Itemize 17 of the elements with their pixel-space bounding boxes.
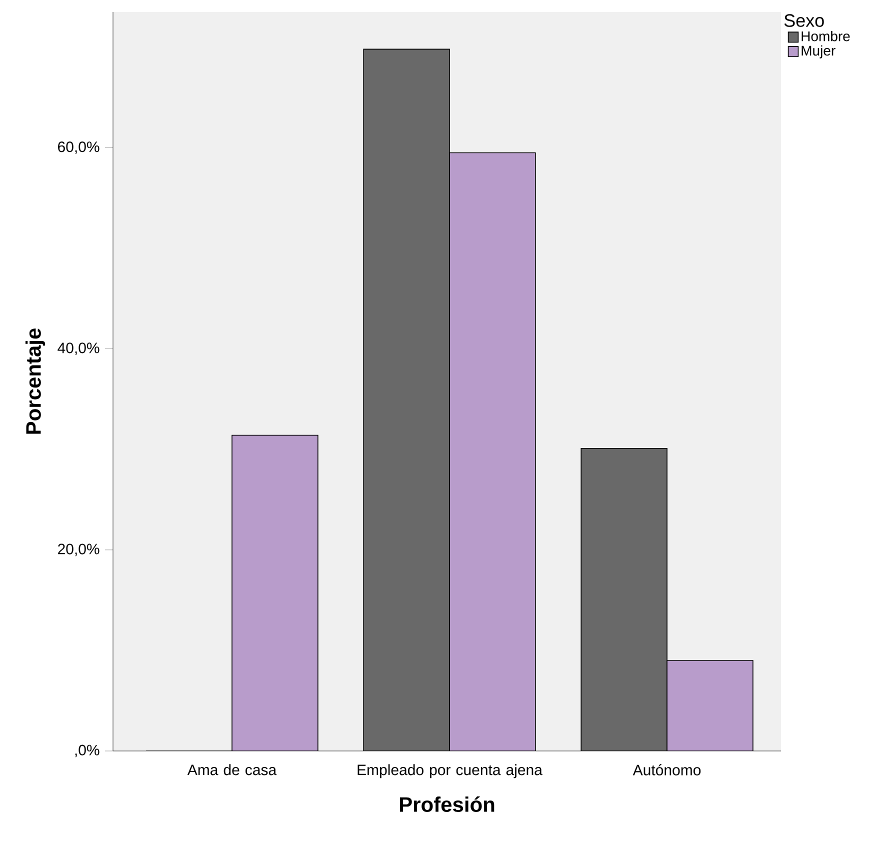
x-tick-label: Empleado por cuenta ajena bbox=[358, 764, 542, 778]
x-tick-label: Autónomo bbox=[632, 764, 701, 776]
y-tick-label: 20,0% bbox=[58, 544, 100, 556]
y-tick-label: 60,0% bbox=[58, 142, 100, 154]
x-axis-title: Profesión bbox=[400, 796, 494, 812]
y-tick-label: ,0% bbox=[75, 744, 100, 758]
y-axis-title: Porcentaje bbox=[26, 328, 46, 434]
bar bbox=[232, 434, 318, 751]
x-tick-label: Ama de casa bbox=[187, 764, 277, 776]
legend-title: Sexo bbox=[784, 14, 824, 27]
legend-label: Mujer bbox=[802, 45, 836, 58]
bar bbox=[363, 48, 450, 751]
bar bbox=[666, 660, 754, 751]
y-tick-label: 40,0% bbox=[58, 342, 100, 356]
bar bbox=[580, 448, 668, 751]
legend-label: Hombre bbox=[802, 30, 850, 42]
bar bbox=[449, 152, 536, 751]
